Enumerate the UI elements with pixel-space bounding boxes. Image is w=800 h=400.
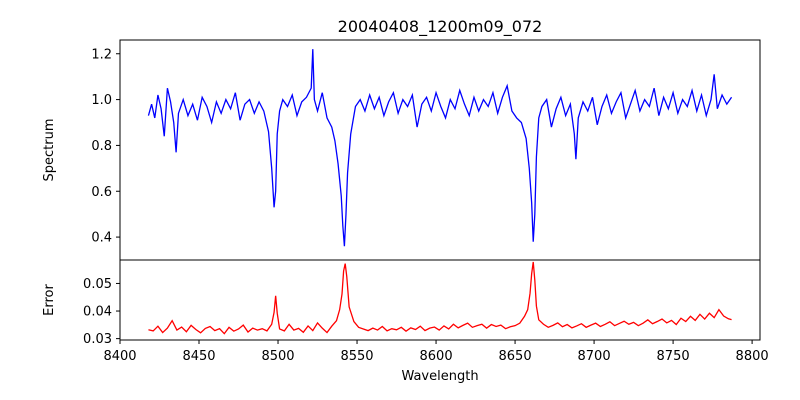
- error-y-tick-label: 0.03: [83, 332, 112, 347]
- spectrum-plot-area: [120, 40, 760, 260]
- spectrum-panel: 0.4 0.6 0.8 1.0 1.2 Spectrum: [42, 39, 761, 261]
- error-axes-frame: [119, 259, 761, 341]
- x-tick-label: 8750: [657, 349, 690, 364]
- error-y-tick-label: 0.05: [83, 277, 112, 292]
- x-tick-label: 8600: [420, 349, 453, 364]
- spectrum-y-tick-label: 0.6: [91, 185, 112, 200]
- x-tick-label: 8800: [736, 349, 769, 364]
- x-tick-label: 8500: [261, 349, 294, 364]
- spectrum-y-ticks: 0.4 0.6 0.8 1.0 1.2: [91, 47, 120, 246]
- error-y-axis-label: Error: [42, 284, 57, 316]
- spectrum-y-tick-label: 0.8: [91, 139, 112, 154]
- spectrum-y-tick-label: 1.2: [91, 47, 112, 62]
- x-axis-label: Wavelength: [401, 369, 478, 384]
- x-tick-label: 8550: [340, 349, 373, 364]
- spectrum-y-tick-label: 1.0: [91, 93, 112, 108]
- chart-title: 20040408_1200m09_072: [338, 17, 543, 37]
- spectrum-line: [147, 49, 733, 247]
- spectrum-y-axis-label: Spectrum: [42, 119, 57, 182]
- error-x-ticks: 8400 8450 8500 8550 8600 8650 8700 8750 8800: [103, 340, 769, 364]
- x-tick-label: 8700: [578, 349, 611, 364]
- spectrum-y-tick-label: 0.4: [91, 231, 112, 246]
- error-line: [148, 261, 732, 335]
- error-y-tick-label: 0.04: [83, 305, 112, 320]
- error-panel: 0.03 0.04 0.05 8400 8450 8500 8550 8600 8650 870…: [42, 259, 769, 384]
- x-tick-label: 8400: [103, 349, 136, 364]
- x-tick-label: 8450: [182, 349, 215, 364]
- error-y-ticks: 0.03 0.04 0.05: [83, 277, 120, 347]
- x-tick-label: 8650: [499, 349, 532, 364]
- error-plot-area: [120, 260, 760, 340]
